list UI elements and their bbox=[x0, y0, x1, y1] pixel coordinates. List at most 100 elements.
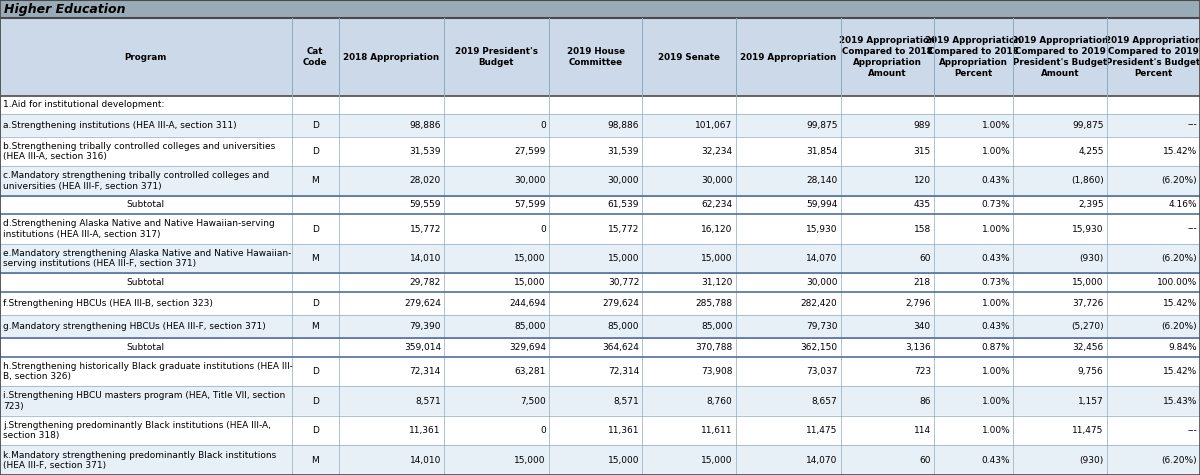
Text: 60: 60 bbox=[919, 456, 931, 465]
Text: 359,014: 359,014 bbox=[403, 343, 440, 352]
Text: 11,475: 11,475 bbox=[806, 426, 838, 435]
Text: 2019 House
Committee: 2019 House Committee bbox=[566, 47, 624, 67]
Text: (6.20%): (6.20%) bbox=[1162, 322, 1198, 331]
Text: (6.20%): (6.20%) bbox=[1162, 254, 1198, 263]
Text: 0: 0 bbox=[540, 426, 546, 435]
Bar bbox=[0, 114, 1200, 136]
Text: 1.00%: 1.00% bbox=[982, 397, 1010, 406]
Bar bbox=[0, 136, 1200, 166]
Text: 11,611: 11,611 bbox=[701, 426, 733, 435]
Text: 31,854: 31,854 bbox=[806, 147, 838, 156]
Text: 2,395: 2,395 bbox=[1078, 200, 1104, 209]
Text: 218: 218 bbox=[913, 278, 931, 287]
Text: 2019 Senate: 2019 Senate bbox=[658, 53, 720, 61]
Text: M: M bbox=[312, 254, 319, 263]
Text: 79,390: 79,390 bbox=[409, 322, 440, 331]
Text: 1.00%: 1.00% bbox=[982, 299, 1010, 308]
Text: 29,782: 29,782 bbox=[409, 278, 440, 287]
Text: 1.Aid for institutional development:: 1.Aid for institutional development: bbox=[2, 100, 164, 109]
Text: 1.00%: 1.00% bbox=[982, 147, 1010, 156]
Text: 15.42%: 15.42% bbox=[1163, 367, 1198, 376]
Text: 11,361: 11,361 bbox=[607, 426, 640, 435]
Text: Program: Program bbox=[125, 53, 167, 61]
Text: 15,000: 15,000 bbox=[701, 456, 733, 465]
Text: 31,120: 31,120 bbox=[701, 278, 733, 287]
Text: 7,500: 7,500 bbox=[520, 397, 546, 406]
Text: 98,886: 98,886 bbox=[607, 121, 640, 130]
Text: 15,930: 15,930 bbox=[1072, 225, 1104, 234]
Text: 1,157: 1,157 bbox=[1078, 397, 1104, 406]
Text: ---: --- bbox=[1187, 225, 1198, 234]
Text: 99,875: 99,875 bbox=[806, 121, 838, 130]
Text: 0.43%: 0.43% bbox=[982, 322, 1010, 331]
Text: 279,624: 279,624 bbox=[404, 299, 440, 308]
Text: M: M bbox=[312, 456, 319, 465]
Text: 0.87%: 0.87% bbox=[982, 343, 1010, 352]
Bar bbox=[0, 96, 1200, 114]
Text: M: M bbox=[312, 322, 319, 331]
Text: 61,539: 61,539 bbox=[607, 200, 640, 209]
Text: b.Strengthening tribally controlled colleges and universities
(HEA III-A, sectio: b.Strengthening tribally controlled coll… bbox=[2, 142, 275, 161]
Text: 98,886: 98,886 bbox=[409, 121, 440, 130]
Text: h.Strengthening historically Black graduate institutions (HEA III-
B, section 32: h.Strengthening historically Black gradu… bbox=[2, 362, 293, 381]
Text: 30,772: 30,772 bbox=[608, 278, 640, 287]
Text: 435: 435 bbox=[913, 200, 931, 209]
Text: ---: --- bbox=[1187, 426, 1198, 435]
Bar bbox=[0, 386, 1200, 416]
Text: 315: 315 bbox=[913, 147, 931, 156]
Text: 16,120: 16,120 bbox=[701, 225, 733, 234]
Text: 15,000: 15,000 bbox=[701, 254, 733, 263]
Text: 30,000: 30,000 bbox=[607, 176, 640, 185]
Text: 364,624: 364,624 bbox=[602, 343, 640, 352]
Text: 2019 Appropriation
Compared to 2019
President's Budget
Percent: 2019 Appropriation Compared to 2019 Pres… bbox=[1105, 36, 1200, 78]
Text: D: D bbox=[312, 367, 319, 376]
Text: 14,010: 14,010 bbox=[409, 456, 440, 465]
Text: D: D bbox=[312, 147, 319, 156]
Bar bbox=[0, 357, 1200, 386]
Text: 4.16%: 4.16% bbox=[1169, 200, 1198, 209]
Bar bbox=[0, 338, 1200, 357]
Text: 85,000: 85,000 bbox=[607, 322, 640, 331]
Text: D: D bbox=[312, 121, 319, 130]
Text: (930): (930) bbox=[1079, 456, 1104, 465]
Text: 362,150: 362,150 bbox=[800, 343, 838, 352]
Text: 370,788: 370,788 bbox=[695, 343, 733, 352]
Text: 8,571: 8,571 bbox=[613, 397, 640, 406]
Text: 2019 Appropriation
Compared to 2018
Appropriation
Percent: 2019 Appropriation Compared to 2018 Appr… bbox=[925, 36, 1021, 78]
Text: 30,000: 30,000 bbox=[806, 278, 838, 287]
Text: ---: --- bbox=[1187, 121, 1198, 130]
Text: 8,657: 8,657 bbox=[811, 397, 838, 406]
Bar bbox=[0, 292, 1200, 315]
Text: a.Strengthening institutions (HEA III-A, section 311): a.Strengthening institutions (HEA III-A,… bbox=[2, 121, 236, 130]
Text: 989: 989 bbox=[913, 121, 931, 130]
Text: 72,314: 72,314 bbox=[409, 367, 440, 376]
Text: 2,796: 2,796 bbox=[905, 299, 931, 308]
Text: 15,000: 15,000 bbox=[515, 254, 546, 263]
Text: j.Strengthening predominantly Black institutions (HEA III-A,
section 318): j.Strengthening predominantly Black inst… bbox=[2, 421, 271, 440]
Text: (6.20%): (6.20%) bbox=[1162, 176, 1198, 185]
Text: c.Mandatory strengthening tribally controlled colleges and
universities (HEA III: c.Mandatory strengthening tribally contr… bbox=[2, 171, 269, 190]
Text: 100.00%: 100.00% bbox=[1157, 278, 1198, 287]
Text: 31,539: 31,539 bbox=[607, 147, 640, 156]
Text: 62,234: 62,234 bbox=[702, 200, 733, 209]
Text: 73,908: 73,908 bbox=[701, 367, 733, 376]
Bar bbox=[0, 166, 1200, 196]
Text: Subtotal: Subtotal bbox=[127, 343, 164, 352]
Text: 2019 Appropriation: 2019 Appropriation bbox=[740, 53, 836, 61]
Bar bbox=[0, 244, 1200, 274]
Text: 0: 0 bbox=[540, 225, 546, 234]
Text: 101,067: 101,067 bbox=[695, 121, 733, 130]
Bar bbox=[0, 0, 1200, 18]
Text: 1.00%: 1.00% bbox=[982, 225, 1010, 234]
Text: 1.00%: 1.00% bbox=[982, 426, 1010, 435]
Text: 59,559: 59,559 bbox=[409, 200, 440, 209]
Text: 32,456: 32,456 bbox=[1073, 343, 1104, 352]
Text: 85,000: 85,000 bbox=[701, 322, 733, 331]
Text: 57,599: 57,599 bbox=[515, 200, 546, 209]
Text: 15,000: 15,000 bbox=[607, 254, 640, 263]
Text: 60: 60 bbox=[919, 254, 931, 263]
Text: 0.43%: 0.43% bbox=[982, 176, 1010, 185]
Text: 15,000: 15,000 bbox=[515, 278, 546, 287]
Text: 30,000: 30,000 bbox=[515, 176, 546, 185]
Text: 15,772: 15,772 bbox=[409, 225, 440, 234]
